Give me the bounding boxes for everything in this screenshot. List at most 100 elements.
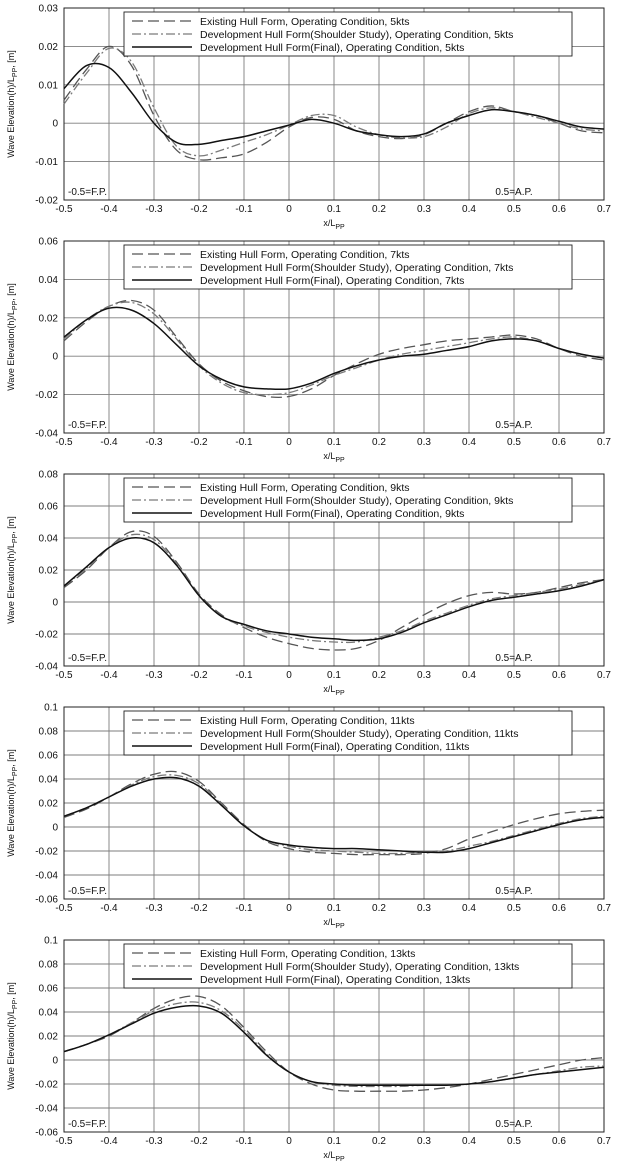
x-axis-label-main: x/L xyxy=(323,218,335,228)
legend-entry: Development Hull Form(Shoulder Study), O… xyxy=(200,961,519,973)
x-tick-label: -0.2 xyxy=(190,903,208,914)
y-tick-label: 0 xyxy=(52,1056,58,1067)
ap-annotation: 0.5=A.P. xyxy=(495,420,532,431)
x-tick-label: -0.5 xyxy=(55,670,73,681)
y-tick-label: -0.04 xyxy=(35,1104,58,1115)
y-tick-label: 0.02 xyxy=(39,313,59,324)
x-tick-label: 0.3 xyxy=(417,204,431,215)
x-axis-label-sub: PP xyxy=(335,457,345,464)
x-tick-label: 0 xyxy=(286,903,292,914)
x-tick-label: 0.2 xyxy=(372,670,386,681)
y-tick-label: 0.02 xyxy=(39,42,59,53)
x-tick-label: 0.7 xyxy=(597,670,611,681)
x-tick-label: 0.3 xyxy=(417,1136,431,1147)
y-axis-label-main: Wave Elevation(h)/L xyxy=(6,310,16,391)
series-line-solid xyxy=(63,1004,605,1087)
y-tick-label: -0.02 xyxy=(35,630,58,641)
legend-entry: Development Hull Form(Shoulder Study), O… xyxy=(200,728,518,740)
x-tick-label: 0.7 xyxy=(597,1136,611,1147)
x-axis-label: x/LPP xyxy=(323,451,345,464)
y-tick-label: -0.06 xyxy=(35,895,58,906)
legend-entry: Existing Hull Form, Operating Condition,… xyxy=(200,16,410,28)
fp-annotation: -0.5=F.P. xyxy=(68,1119,107,1130)
series-line-dashdot xyxy=(63,533,605,644)
wave-elevation-chart-11kts: -0.5 -0.4 -0.3 -0.2 -0.1 0 0.1 0.2 0.3 0.4 0.5 0.6 0… xyxy=(0,699,622,932)
x-tick-label: 0 xyxy=(286,437,292,448)
ap-annotation: 0.5=A.P. xyxy=(495,653,532,664)
ap-annotation: 0.5=A.P. xyxy=(495,886,532,897)
wave-elevation-chart-9kts: -0.5 -0.4 -0.3 -0.2 -0.1 0 0.1 0.2 0.3 0.4 0.5 0.6 0… xyxy=(0,466,622,699)
y-tick-label: 0.06 xyxy=(39,751,59,762)
fp-annotation: -0.5=F.P. xyxy=(68,886,107,897)
x-tick-label: -0.4 xyxy=(100,670,118,681)
y-tick-label: -0.04 xyxy=(35,662,58,673)
fp-annotation: -0.5=F.P. xyxy=(68,653,107,664)
y-tick-label: 0 xyxy=(52,598,58,609)
y-axis-label: Wave Elevation(h)/LPP, [m] xyxy=(6,516,19,624)
ap-annotation: 0.5=A.P. xyxy=(495,1119,532,1130)
x-tick-label: 0.6 xyxy=(552,1136,566,1147)
x-tick-label: 0.3 xyxy=(417,670,431,681)
y-tick-label: 0 xyxy=(52,352,58,363)
legend-entry: Development Hull Form(Final), Operating … xyxy=(200,275,464,287)
x-tick-label: -0.5 xyxy=(55,1136,73,1147)
x-tick-label: -0.3 xyxy=(145,903,163,914)
x-axis-label-main: x/L xyxy=(323,917,335,927)
series-line-dashdot xyxy=(63,47,605,157)
x-axis-label: x/LPP xyxy=(323,917,345,930)
x-tick-label: 0.1 xyxy=(327,437,341,448)
x-tick-label: -0.3 xyxy=(145,204,163,215)
x-tick-label: -0.5 xyxy=(55,903,73,914)
series-line-dashed xyxy=(63,995,605,1092)
x-tick-label: 0.5 xyxy=(507,204,521,215)
legend-box xyxy=(123,11,573,57)
y-tick-label: 0.04 xyxy=(39,775,59,786)
x-tick-label: -0.4 xyxy=(100,1136,118,1147)
y-tick-label: 0.08 xyxy=(39,960,59,971)
x-tick-label: 0 xyxy=(286,204,292,215)
x-tick-label: 0.6 xyxy=(552,903,566,914)
x-tick-label: 0.4 xyxy=(462,1136,476,1147)
series-line-solid xyxy=(63,306,605,391)
x-axis-label-sub: PP xyxy=(335,923,345,930)
y-tick-label: 0.02 xyxy=(39,799,59,810)
y-axis-label-unit: , [m] xyxy=(6,283,16,301)
series-line-solid xyxy=(63,62,605,146)
x-tick-label: 0.3 xyxy=(417,903,431,914)
y-axis-label-unit: , [m] xyxy=(6,749,16,767)
chart-svg: -0.5 -0.4 -0.3 -0.2 -0.1 0 0.1 0.2 0.3 0.4 0.5 0.6 0… xyxy=(6,4,611,232)
legend-entry: Development Hull Form(Shoulder Study), O… xyxy=(200,29,513,41)
y-axis-label: Wave Elevation(h)/LPP, [m] xyxy=(6,982,19,1090)
x-tick-label: -0.1 xyxy=(235,903,253,914)
legend-entry: Development Hull Form(Final), Operating … xyxy=(200,42,464,54)
y-axis-label-main: Wave Elevation(h)/L xyxy=(6,543,16,624)
series-line-dashdot xyxy=(63,301,605,396)
x-tick-label: 0.2 xyxy=(372,204,386,215)
legend-box xyxy=(123,477,573,523)
x-tick-label: 0.1 xyxy=(327,670,341,681)
legend-entry: Existing Hull Form, Operating Condition,… xyxy=(200,249,410,261)
x-tick-label: -0.3 xyxy=(145,670,163,681)
chart-svg: -0.5 -0.4 -0.3 -0.2 -0.1 0 0.1 0.2 0.3 0.4 0.5 0.6 0… xyxy=(6,703,611,931)
x-tick-label: 0.7 xyxy=(597,204,611,215)
y-axis-label-unit: , [m] xyxy=(6,50,16,68)
series-line-solid xyxy=(63,537,605,642)
y-tick-label: -0.02 xyxy=(35,1080,58,1091)
y-axis-label: Wave Elevation(h)/LPP, [m] xyxy=(6,50,19,158)
x-tick-label: -0.3 xyxy=(145,1136,163,1147)
y-axis-label-sub: PP xyxy=(12,766,19,776)
x-axis-label-sub: PP xyxy=(335,690,345,697)
y-tick-label: 0.1 xyxy=(44,703,58,714)
x-tick-label: 0.7 xyxy=(597,903,611,914)
x-tick-label: 0.5 xyxy=(507,903,521,914)
wave-elevation-chart-7kts: -0.5 -0.4 -0.3 -0.2 -0.1 0 0.1 0.2 0.3 0.4 0.5 0.6 0… xyxy=(0,233,622,466)
x-tick-label: -0.2 xyxy=(190,670,208,681)
x-tick-label: 0.4 xyxy=(462,204,476,215)
x-axis-label-sub: PP xyxy=(335,1156,345,1163)
x-axis-label-main: x/L xyxy=(323,451,335,461)
x-tick-label: -0.1 xyxy=(235,1136,253,1147)
x-tick-label: 0.5 xyxy=(507,670,521,681)
x-tick-label: -0.2 xyxy=(190,1136,208,1147)
y-axis-label-unit: , [m] xyxy=(6,516,16,534)
plot-frame xyxy=(63,240,605,434)
